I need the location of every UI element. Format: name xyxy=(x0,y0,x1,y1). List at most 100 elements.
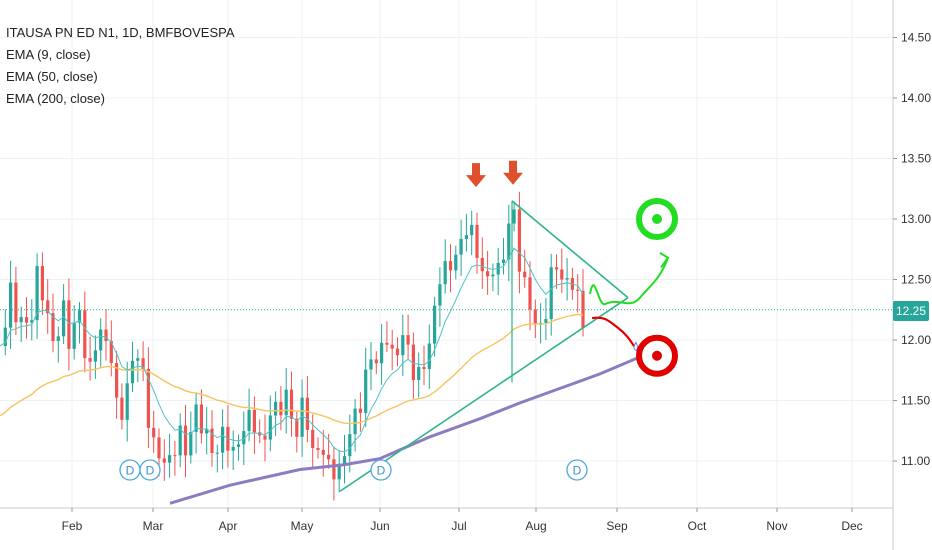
time-tick-label: Oct xyxy=(688,519,707,533)
candle xyxy=(369,341,373,391)
candle-body xyxy=(284,389,288,416)
candle xyxy=(210,410,214,467)
candle-body xyxy=(263,435,267,440)
candle xyxy=(146,347,150,448)
candle xyxy=(448,244,453,293)
last-price-tag: 12.25 xyxy=(893,301,929,321)
candle-body xyxy=(390,344,394,349)
candle xyxy=(274,391,278,436)
candle-body xyxy=(342,456,347,464)
bullish-target-icon xyxy=(636,198,678,240)
candle-body xyxy=(533,309,537,325)
time-tick-label: Dec xyxy=(841,519,862,533)
candle-body xyxy=(316,448,320,450)
candle xyxy=(9,260,13,349)
candle-body xyxy=(189,431,193,456)
peak-arrow-2-icon xyxy=(503,160,523,185)
time-tick-label: Jul xyxy=(451,519,466,533)
candle-body xyxy=(300,397,304,437)
candle xyxy=(88,336,92,381)
candle-body xyxy=(491,274,495,277)
candle-body xyxy=(46,300,50,314)
candle-body xyxy=(205,428,209,434)
candle-body xyxy=(464,235,468,239)
candle xyxy=(62,284,66,344)
candle-body xyxy=(422,366,426,369)
candle-body xyxy=(236,444,241,447)
candle xyxy=(252,396,256,455)
candle xyxy=(395,337,400,367)
candle xyxy=(507,204,511,282)
candle xyxy=(40,252,44,316)
candles xyxy=(3,191,585,501)
candle-body xyxy=(321,449,325,455)
candle-body xyxy=(183,425,188,456)
candle-body xyxy=(427,343,431,369)
candle xyxy=(342,434,347,484)
time-tick-label: Feb xyxy=(62,519,83,533)
candle xyxy=(501,237,506,275)
candle-body xyxy=(168,455,172,463)
candle-body xyxy=(311,429,315,449)
candle-body xyxy=(480,257,484,272)
candle-body xyxy=(56,336,60,342)
candle xyxy=(115,351,119,419)
candle-body xyxy=(517,209,521,272)
candle-body xyxy=(136,358,140,361)
candle xyxy=(289,371,294,437)
candle-body xyxy=(178,425,182,456)
candle xyxy=(311,414,315,470)
bullish-projection-path xyxy=(589,257,669,306)
candle xyxy=(300,379,304,457)
price-tick-label: 11.50 xyxy=(901,394,930,408)
candle-body xyxy=(544,319,548,323)
candle xyxy=(93,335,97,379)
time-tick-label: Jun xyxy=(370,519,389,533)
candle xyxy=(438,267,442,327)
candle-body xyxy=(252,409,256,433)
candle-body xyxy=(327,454,331,460)
candle xyxy=(221,409,225,470)
candle xyxy=(565,258,569,301)
candle xyxy=(72,305,76,360)
candle xyxy=(576,274,580,313)
candle-body xyxy=(507,223,511,260)
candle-body xyxy=(99,329,103,351)
candle-body xyxy=(475,224,479,258)
svg-text:D: D xyxy=(146,464,155,478)
time-tick-label: Sep xyxy=(606,519,628,533)
candle-body xyxy=(433,305,437,344)
candle-body xyxy=(77,310,82,323)
candle-body xyxy=(51,313,55,342)
price-tick-label: 14.00 xyxy=(901,91,931,105)
candle-body xyxy=(523,271,527,278)
candle-body xyxy=(109,341,113,364)
candle-body xyxy=(88,358,92,362)
candle-body xyxy=(115,363,119,398)
candle xyxy=(459,219,463,277)
candle xyxy=(353,399,357,452)
candle-body xyxy=(549,267,553,320)
svg-text:D: D xyxy=(126,464,135,478)
candle-body xyxy=(40,266,44,301)
candle-body xyxy=(279,401,283,416)
triangle-pattern xyxy=(339,200,629,492)
candle xyxy=(19,306,23,343)
candle xyxy=(358,392,362,432)
candle-body xyxy=(560,269,564,280)
candle-body xyxy=(210,428,214,454)
candle xyxy=(268,395,272,452)
candle-body xyxy=(62,300,66,337)
time-tick-label: May xyxy=(291,519,314,533)
candle xyxy=(30,299,34,341)
price-tick-label: 13.50 xyxy=(901,152,931,166)
candle-body xyxy=(157,437,161,459)
candle xyxy=(77,302,82,344)
candle xyxy=(332,446,336,501)
candle xyxy=(183,404,188,477)
candle xyxy=(56,326,60,363)
time-tick-label: Apr xyxy=(219,519,238,533)
candle-body xyxy=(24,317,29,323)
candle-body xyxy=(83,310,87,359)
